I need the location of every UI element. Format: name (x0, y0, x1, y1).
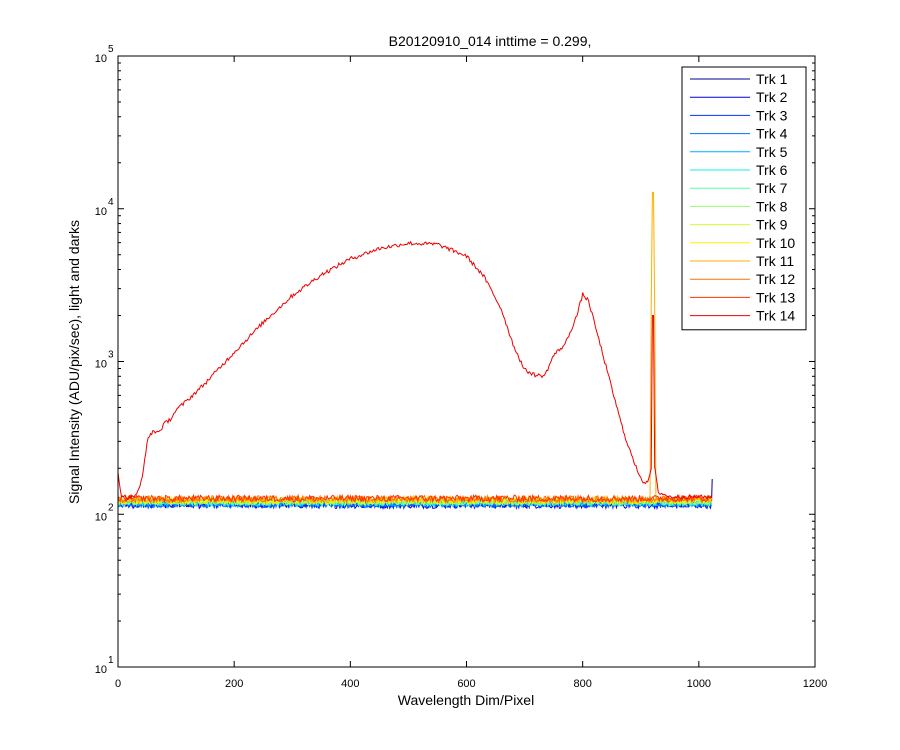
legend-label: Trk 5 (756, 144, 788, 160)
legend-label: Trk 8 (756, 198, 788, 214)
legend-label: Trk 7 (756, 180, 788, 196)
legend-label: Trk 3 (756, 107, 788, 123)
y-axis-label: Signal Intensity (ADU/pix/sec), light an… (66, 220, 82, 504)
y-tick-label: 10 (95, 359, 107, 371)
legend-label: Trk 11 (756, 253, 794, 269)
legend-label: Trk 13 (756, 289, 795, 305)
legend-label: Trk 2 (756, 89, 788, 105)
legend-label: Trk 10 (756, 235, 795, 251)
y-tick-label: 10 (95, 53, 107, 65)
legend-label: Trk 6 (756, 162, 788, 178)
y-tick-label: 10 (95, 511, 107, 523)
legend-label: Trk 4 (756, 126, 788, 142)
legend-label: Trk 14 (756, 308, 795, 324)
y-tick-label: 10 (95, 664, 107, 676)
legend-label: Trk 12 (756, 271, 795, 287)
series-line (117, 493, 712, 504)
x-tick-label: 200 (225, 678, 243, 690)
y-tick-exponent: 1 (108, 655, 114, 666)
x-tick-label: 600 (457, 678, 475, 690)
y-tick-exponent: 3 (108, 350, 114, 361)
x-tick-label: 0 (115, 678, 121, 690)
y-tick-label: 10 (95, 206, 107, 218)
x-tick-label: 400 (341, 678, 359, 690)
x-axis-label: Wavelength Dim/Pixel (398, 692, 534, 708)
legend: Trk 1 Trk 2 Trk 3 Trk 4 Trk 5 Trk 6 Trk 7 Trk 8… (681, 66, 807, 331)
x-tick-label: 1200 (803, 678, 827, 690)
legend-box (681, 66, 807, 331)
x-tick-label: 800 (573, 678, 591, 690)
y-tick-exponent: 5 (108, 44, 114, 55)
legend-label: Trk 9 (756, 217, 788, 233)
chart-title: B20120910_014 inttime = 0.299, (389, 33, 592, 49)
legend-label: Trk 1 (756, 71, 788, 87)
series-line (117, 240, 713, 501)
y-tick-exponent: 4 (108, 197, 114, 208)
y-tick-exponent: 2 (108, 502, 114, 513)
x-tick-label: 1000 (687, 678, 711, 690)
